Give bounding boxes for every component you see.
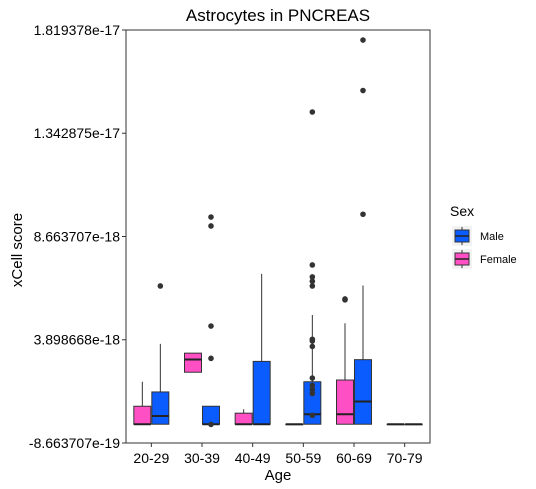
outlier-point <box>309 343 316 350</box>
y-tick-label: 3.898668e-18 <box>34 332 121 348</box>
outlier-point <box>208 323 214 329</box>
box-body <box>234 412 253 425</box>
y-tick-label: 1.819378e-17 <box>34 22 121 38</box>
box-male-30-39 <box>202 214 220 428</box>
box-male-40-49 <box>252 273 271 426</box>
x-tick-label: 50-59 <box>285 450 321 466</box>
box-female-30-39 <box>184 352 202 373</box>
outlier-point <box>309 412 316 419</box>
outlier-point <box>309 278 316 285</box>
box-female-40-49 <box>234 409 253 426</box>
legend-label-male: Male <box>480 231 504 243</box>
y-axis-label: xCell score <box>9 213 26 287</box>
box-male-70-79 <box>404 423 423 426</box>
x-tick-label: 70-79 <box>387 450 423 466</box>
outlier-point <box>309 274 316 280</box>
y-tick-label: 8.663707e-18 <box>34 228 121 244</box>
box-body <box>252 360 271 425</box>
outlier-point <box>309 336 316 343</box>
box-female-70-79 <box>386 423 405 426</box>
box-male-60-69 <box>354 37 372 425</box>
outlier-point <box>309 386 316 393</box>
outlier-point <box>309 382 316 389</box>
box-body <box>202 405 220 425</box>
x-tick-label: 40-49 <box>235 450 271 466</box>
legend-title: Sex <box>450 203 474 219</box>
plot-panel <box>125 29 431 444</box>
outlier-point <box>360 87 366 94</box>
outlier-point <box>360 37 366 43</box>
y-tick-label: 1.342875e-17 <box>34 125 121 141</box>
box-male-20-29 <box>151 283 170 425</box>
outlier-point <box>360 211 366 218</box>
outlier-point <box>208 355 214 362</box>
outlier-point <box>342 296 348 302</box>
plot-marks <box>133 37 423 428</box>
box-body <box>151 391 170 425</box>
outlier-point <box>208 421 214 428</box>
box-female-20-29 <box>133 381 152 426</box>
box-female-60-69 <box>336 296 354 425</box>
outlier-point <box>309 283 316 289</box>
chart-title: Astrocytes in PNCREAS <box>186 6 370 25</box>
box-body <box>133 405 152 425</box>
y-axis: -8.663707e-19 3.898668e-18 8.663707e-18 1.3… <box>29 22 126 451</box>
legend-label-female: Female <box>480 254 517 266</box>
box-body <box>336 379 354 425</box>
box-body <box>354 359 372 425</box>
outlier-point <box>157 283 164 289</box>
legend: Sex Male Female <box>450 203 517 269</box>
outlier-point <box>309 375 316 381</box>
box-body <box>184 352 202 373</box>
x-axis-label: Age <box>265 467 292 484</box>
outlier-point <box>309 109 316 115</box>
x-tick-label: 30-39 <box>184 450 220 466</box>
outlier-point <box>309 390 316 397</box>
outlier-point <box>208 223 214 229</box>
box-female-50-59 <box>285 423 304 426</box>
x-axis: 20-29 30-39 40-49 50-59 60-69 70-79 <box>133 443 423 466</box>
outlier-point <box>208 214 214 220</box>
box-male-50-59 <box>303 109 322 425</box>
x-tick-label: 60-69 <box>336 450 372 466</box>
outlier-point <box>309 262 316 268</box>
x-tick-label: 20-29 <box>133 450 169 466</box>
y-tick-label: -8.663707e-19 <box>29 435 120 451</box>
